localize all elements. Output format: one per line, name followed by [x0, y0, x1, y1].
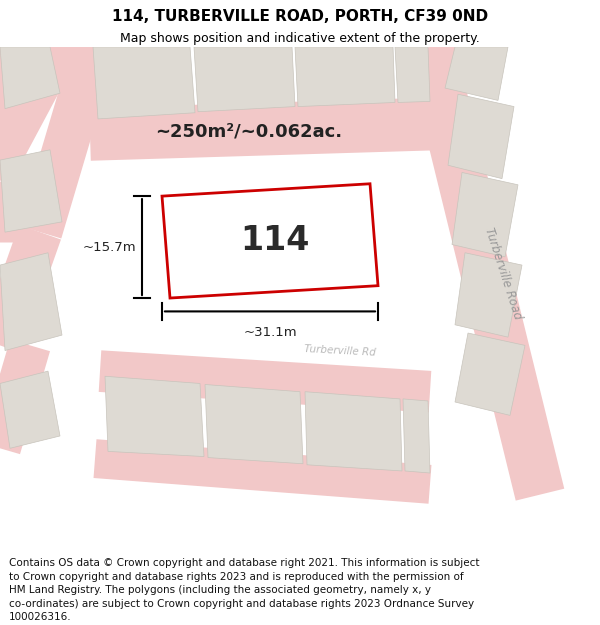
Polygon shape [194, 47, 295, 112]
Polygon shape [105, 376, 204, 456]
Text: ~15.7m: ~15.7m [82, 241, 136, 254]
Polygon shape [452, 173, 518, 257]
Text: 114, TURBERVILLE ROAD, PORTH, CF39 0ND: 114, TURBERVILLE ROAD, PORTH, CF39 0ND [112, 9, 488, 24]
Text: co-ordinates) are subject to Crown copyright and database rights 2023 Ordnance S: co-ordinates) are subject to Crown copyr… [9, 599, 474, 609]
Polygon shape [448, 94, 514, 179]
Polygon shape [403, 399, 430, 473]
Polygon shape [0, 47, 60, 109]
Text: HM Land Registry. The polygons (including the associated geometry, namely x, y: HM Land Registry. The polygons (includin… [9, 585, 431, 595]
Polygon shape [0, 253, 62, 351]
Polygon shape [162, 184, 378, 298]
Text: Contains OS data © Crown copyright and database right 2021. This information is : Contains OS data © Crown copyright and d… [9, 558, 479, 568]
Text: Turberville Road: Turberville Road [482, 226, 524, 321]
Polygon shape [205, 384, 303, 464]
Text: ~31.1m: ~31.1m [243, 326, 297, 339]
Text: ~250m²/~0.062ac.: ~250m²/~0.062ac. [155, 122, 342, 140]
Text: to Crown copyright and database rights 2023 and is reproduced with the permissio: to Crown copyright and database rights 2… [9, 571, 464, 581]
Polygon shape [295, 47, 395, 107]
Text: 100026316.: 100026316. [9, 612, 71, 622]
Polygon shape [0, 371, 60, 448]
Polygon shape [0, 150, 62, 232]
Polygon shape [395, 47, 430, 102]
Polygon shape [445, 47, 508, 101]
Text: Map shows position and indicative extent of the property.: Map shows position and indicative extent… [120, 32, 480, 45]
Polygon shape [305, 392, 402, 471]
Polygon shape [93, 47, 195, 119]
Text: 114: 114 [241, 224, 310, 257]
Polygon shape [455, 253, 522, 337]
Polygon shape [455, 333, 525, 416]
Text: Turberville Rd: Turberville Rd [304, 344, 376, 357]
